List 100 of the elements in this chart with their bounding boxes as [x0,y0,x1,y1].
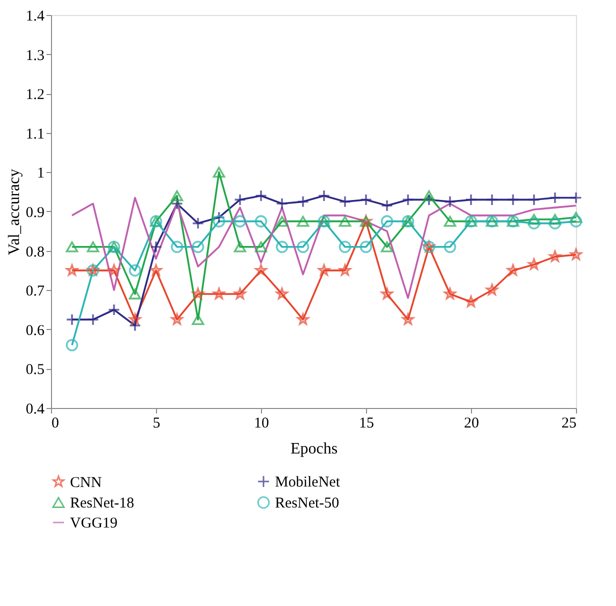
point [234,194,246,206]
point [66,338,78,352]
point [338,216,352,227]
x-tick-label: 25 [562,416,576,432]
legend-label: MobileNet [275,474,341,491]
point [213,288,225,300]
point [192,288,204,300]
point [528,258,540,270]
point [486,194,498,206]
legend-label: ResNet-50 [275,496,340,512]
y-tick-label: 1.1 [26,126,44,142]
point [170,197,184,210]
point [234,241,246,252]
point [422,190,436,202]
point [380,241,394,252]
point [170,190,184,202]
y-tick-label: 1.3 [26,48,44,64]
point [339,264,351,276]
point [507,264,519,276]
point [254,190,268,202]
point [108,304,120,316]
point [486,284,498,296]
point [296,216,310,227]
point [128,288,142,300]
point [506,194,520,206]
point [276,216,288,227]
point [422,194,436,206]
point [570,192,582,204]
point [402,313,414,325]
point [254,215,268,228]
point [380,199,394,212]
point [380,215,394,228]
point [129,313,141,325]
point [234,288,246,300]
point [128,319,142,332]
y-tick-label: 1 [37,166,44,182]
point [570,215,582,228]
legend-label: VGG19 [70,516,118,532]
x-axis-title: Epochs [290,440,338,458]
line-series [71,196,577,299]
point [66,264,78,276]
legend-label: CNN [70,474,102,491]
point [170,240,184,254]
point [234,215,246,228]
y-axis-title: Val_accuracy [6,168,23,256]
point [444,240,456,254]
point [570,212,582,223]
point [548,192,562,204]
y-tick-label: 0.4 [26,402,45,418]
x-tick-label: 15 [359,416,374,432]
y-tick-label: 0.8 [26,244,44,260]
y-tick-label: 1.4 [26,8,45,24]
y-tick-label: 1.2 [26,87,44,104]
point [276,240,288,254]
point [464,194,478,206]
point [86,313,100,326]
y-tick-label: 0.6 [26,322,45,339]
point [444,196,456,208]
point [548,217,562,230]
point [528,194,540,206]
point [86,241,100,252]
point [108,264,120,276]
point [212,166,226,178]
point [66,241,78,252]
point [276,197,288,210]
point [465,296,477,308]
point [318,264,330,276]
point [66,313,78,326]
y-tick-label: 0.9 [26,205,44,221]
point [318,190,330,202]
point [276,288,288,300]
point [548,214,562,225]
point [254,241,268,252]
point [296,240,310,254]
x-tick-label: 0 [52,416,59,432]
point [360,240,372,254]
point [338,196,352,208]
x-tick-label: 20 [464,416,479,432]
point [528,217,540,230]
point [528,214,540,225]
point [297,313,309,325]
point [192,240,204,254]
point [171,313,183,325]
point [381,288,393,300]
legend-label: ResNet-18 [70,496,134,512]
x-tick-label: 10 [254,416,269,432]
point [212,215,226,228]
point [150,264,162,276]
point [402,194,414,206]
point [255,264,267,276]
point [192,217,204,230]
point [338,240,352,254]
point [150,240,162,254]
point [360,194,372,206]
point [444,216,456,227]
point [212,211,226,224]
point [296,196,310,208]
x-tick-label: 5 [152,416,160,432]
y-tick-label: 0.7 [26,284,45,300]
point [128,264,142,277]
